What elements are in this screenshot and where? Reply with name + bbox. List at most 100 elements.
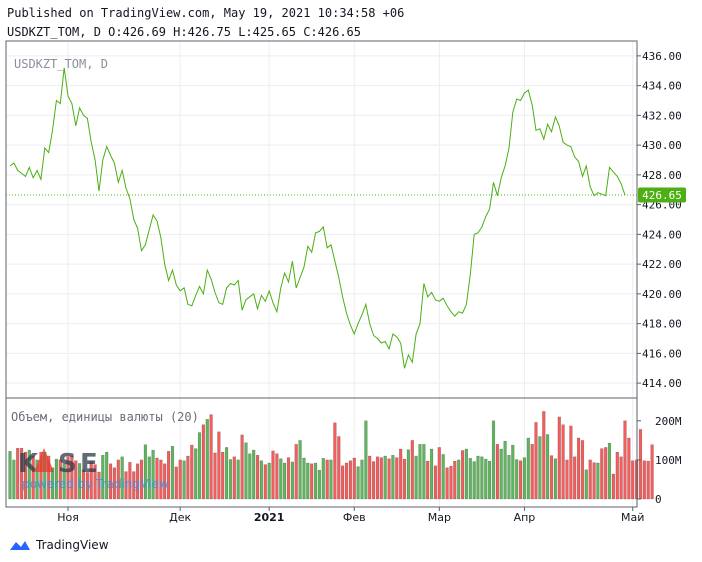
volume-bar (631, 460, 635, 500)
volume-bar (306, 462, 310, 500)
price-tick-label: 420.00 (642, 288, 682, 301)
volume-bar (449, 466, 453, 500)
volume-bar (592, 462, 596, 500)
volume-bar (74, 460, 78, 500)
volume-bar (333, 422, 337, 500)
volume-bar (244, 442, 248, 500)
volume-bar (205, 419, 209, 500)
volume-bar (31, 455, 35, 500)
volume-bar (190, 444, 194, 500)
volume-bar (54, 458, 58, 500)
volume-bar (124, 471, 128, 500)
volume-tick-label: 0 (655, 493, 662, 506)
volume-bar (271, 450, 275, 500)
volume-bar (468, 458, 472, 500)
volume-bar (646, 460, 650, 500)
volume-bar (112, 467, 116, 500)
volume-bar (20, 448, 24, 500)
volume-bar (499, 448, 503, 500)
volume-bar (286, 457, 291, 500)
time-tick-label: Ноя (57, 511, 79, 524)
volume-bar (341, 465, 345, 500)
volume-bar (461, 450, 465, 500)
volume-bar (650, 444, 654, 500)
volume-bar (519, 460, 523, 500)
volume-bar (348, 460, 352, 500)
volume-bar (538, 436, 542, 500)
volume-bar (638, 429, 643, 500)
volume-bar (97, 471, 101, 500)
volume-bar (344, 462, 349, 500)
volume-bar (159, 459, 163, 500)
volume-bar (484, 458, 488, 500)
volume-bar (422, 444, 426, 500)
volume-bar (557, 416, 561, 500)
volume-bar (453, 460, 457, 500)
price-tick-label: 416.00 (642, 347, 682, 360)
svg-text:426.65: 426.65 (642, 189, 682, 202)
volume-bar (23, 451, 28, 500)
price-tick-label: 428.00 (642, 169, 682, 182)
volume-bar (530, 444, 534, 500)
volume-bar (383, 455, 387, 500)
volume-bar (85, 472, 89, 500)
volume-bar (368, 455, 372, 500)
price-tick-label: 414.00 (642, 377, 682, 390)
volume-bar (263, 464, 267, 500)
volume-bar (12, 459, 16, 500)
volume-bar (406, 449, 410, 500)
volume-bar (174, 466, 178, 500)
volume-bar (426, 460, 430, 500)
tradingview-logo[interactable]: TradingView (8, 538, 109, 552)
chart-frame (5, 40, 638, 508)
volume-bar (542, 411, 546, 500)
volume-bar (480, 456, 484, 500)
volume-bar (236, 459, 240, 500)
volume-bar (201, 424, 205, 500)
price-tick-label: 422.00 (642, 258, 682, 271)
svg-text:E: E (80, 449, 98, 479)
volume-bar (515, 459, 519, 500)
volume-bar (430, 448, 434, 500)
volume-bar (213, 452, 217, 500)
time-tick-label: Фев (343, 511, 366, 524)
grid (6, 41, 637, 507)
volume-bar (108, 463, 113, 500)
volume-bar (418, 444, 422, 500)
volume-bar (317, 469, 321, 500)
volume-bar (310, 463, 314, 500)
volume-bar (39, 451, 43, 500)
volume-bar (105, 451, 109, 500)
volume-bar (221, 451, 225, 500)
volume-bar (360, 459, 364, 500)
price-tick-label: 436.00 (642, 50, 682, 63)
volume-bar (232, 456, 236, 500)
volume-bar (372, 461, 376, 500)
volume-bar (410, 440, 414, 500)
volume-bar (209, 414, 213, 500)
volume-bar (573, 456, 577, 500)
volume-bar (391, 455, 395, 500)
volume-bar (627, 437, 631, 500)
volume-bar (197, 432, 202, 500)
volume-bar (35, 459, 39, 500)
volume-bar (352, 457, 356, 500)
volume-bar (553, 458, 557, 500)
volume-bar (178, 459, 182, 500)
volume-bar (62, 463, 66, 500)
svg-text:powered by TradingView: powered by TradingView (22, 477, 169, 491)
volume-bar (476, 455, 480, 500)
volume-bar (488, 460, 492, 500)
volume-bar (120, 456, 124, 500)
published-text: Published on TradingView.com, May 19, 20… (7, 6, 405, 20)
volume-bar (170, 446, 175, 500)
volume-bar (507, 455, 511, 500)
volume-bar (580, 440, 585, 500)
volume-bar (77, 463, 82, 500)
volume-bar (414, 455, 418, 500)
volume-bar (256, 455, 260, 500)
volume-bar (321, 458, 325, 500)
volume-bar (275, 453, 279, 500)
volume-bar (135, 463, 140, 500)
